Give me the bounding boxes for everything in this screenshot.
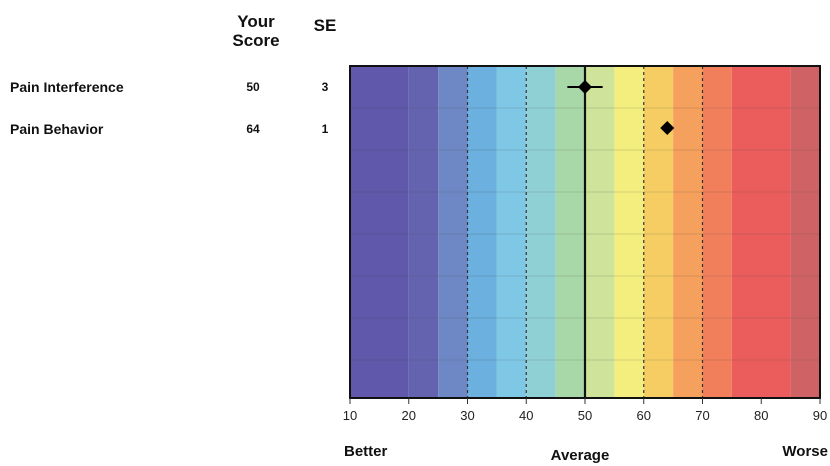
color-band — [702, 66, 732, 398]
x-tick-label: 40 — [519, 408, 533, 423]
row-se-pain-interference: 3 — [321, 80, 329, 94]
score-marker-pain-interference — [578, 80, 592, 94]
score-marker-pain-behavior — [660, 121, 675, 135]
color-band — [585, 66, 615, 398]
color-band — [790, 66, 820, 398]
color-band — [673, 66, 703, 398]
color-band — [438, 66, 468, 398]
x-tick-label: 90 — [813, 408, 827, 423]
color-band — [408, 66, 439, 398]
se-header: SE — [313, 16, 337, 35]
x-tick-label: 80 — [754, 408, 768, 423]
x-tick-label: 20 — [402, 408, 416, 423]
worse-label: Worse — [782, 443, 828, 460]
row-se-pain-behavior: 1 — [321, 122, 329, 136]
row-score-pain-interference: 50 — [246, 80, 260, 94]
color-band — [526, 66, 556, 398]
average-label: Average — [551, 447, 610, 464]
your-score-header: Your Score — [232, 12, 280, 50]
row-label-pain-interference: Pain Interference — [10, 79, 124, 95]
color-band — [643, 66, 674, 398]
color-band — [731, 66, 791, 398]
row-score-pain-behavior: 64 — [246, 122, 260, 136]
x-tick-label: 50 — [578, 408, 592, 423]
color-band — [496, 66, 527, 398]
color-band — [614, 66, 644, 398]
x-tick-label: 30 — [460, 408, 474, 423]
row-label-pain-behavior: Pain Behavior — [10, 121, 104, 137]
better-label: Better — [344, 443, 388, 460]
x-tick-label: 60 — [637, 408, 651, 423]
x-tick-label: 10 — [343, 408, 357, 423]
color-band — [555, 66, 585, 398]
color-band — [467, 66, 497, 398]
x-tick-label: 70 — [695, 408, 709, 423]
color-band — [350, 66, 409, 398]
